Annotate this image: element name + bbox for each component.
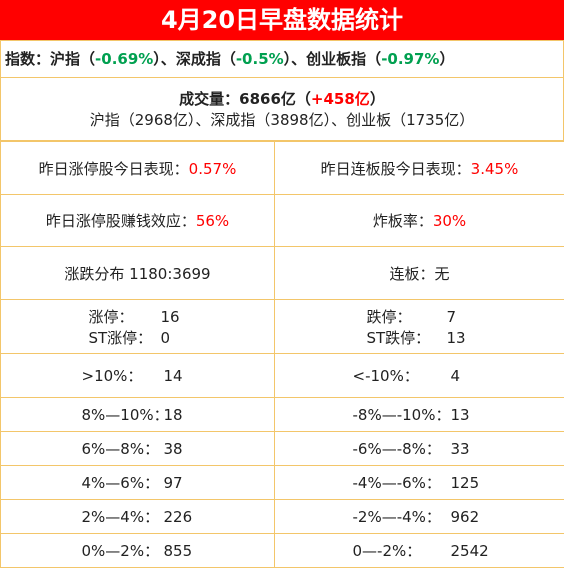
range-up-value: 14 — [164, 367, 194, 385]
sh-index-value: -0.69% — [95, 50, 153, 68]
table-row: 涨停：16 ST涨停：0 跌停：7 ST跌停：13 — [1, 300, 564, 354]
range-down-label: 0—-2%： — [353, 540, 451, 561]
range-up-cell: >10%：14 — [1, 354, 275, 398]
indices-prefix: 指数： — [5, 50, 50, 68]
table-row: 4%—6%：97 -4%—-6%：125 — [1, 466, 564, 500]
money-effect-value: 56% — [196, 212, 229, 230]
table-row: 8%—10%：18 -8%—-10%：13 — [1, 398, 564, 432]
table-row: 昨日涨停股赚钱效应：56% 炸板率：30% — [1, 195, 564, 247]
cy-index-value: -0.97% — [381, 50, 439, 68]
st-limit-down: ST跌停：13 — [275, 327, 564, 348]
volume-breakdown: 沪指（2968亿）、深成指（3898亿）、创业板（1735亿） — [1, 109, 563, 131]
range-down-label: -6%—-8%： — [353, 438, 451, 459]
table-row: >10%：14 <-10%：4 — [1, 354, 564, 398]
page-title: 4月20日早盘数据统计 — [0, 0, 564, 40]
range-down-cell: -6%—-8%：33 — [275, 432, 564, 466]
money-effect: 昨日涨停股赚钱效应：56% — [1, 195, 275, 247]
sz-index-close: ）、 — [284, 50, 307, 68]
stats-table: 昨日涨停股今日表现：0.57% 昨日连板股今日表现：3.45% 昨日涨停股赚钱效… — [0, 141, 564, 568]
volume-change: +458亿 — [311, 90, 370, 108]
consecutive-performance-label: 昨日连板股今日表现： — [321, 160, 471, 178]
range-up-value: 226 — [164, 508, 194, 526]
range-up-value: 38 — [164, 440, 194, 458]
broken-rate: 炸板率：30% — [275, 195, 564, 247]
distribution: 涨跌分布 1180:3699 — [1, 247, 275, 300]
st-limit-down-value: 13 — [447, 329, 473, 347]
st-limit-up-label: ST涨停： — [89, 327, 161, 348]
report: 4月20日早盘数据统计 指数：沪指（-0.69%）、深成指（-0.5%）、创业板… — [0, 0, 564, 553]
range-down-cell: <-10%：4 — [275, 354, 564, 398]
money-effect-label: 昨日涨停股赚钱效应： — [46, 212, 196, 230]
range-down-cell: -8%—-10%：13 — [275, 398, 564, 432]
limit-down-cell: 跌停：7 ST跌停：13 — [275, 300, 564, 354]
range-down-cell: -2%—-4%：962 — [275, 500, 564, 534]
sh-index-close: ）、 — [153, 50, 176, 68]
range-up-value: 18 — [164, 406, 194, 424]
limit-up-value: 16 — [161, 308, 187, 326]
volume-line: 成交量：6866亿（+458亿） — [1, 89, 563, 109]
limit-up-label: 涨停： — [89, 306, 161, 327]
range-up-label: 4%—6%： — [82, 472, 164, 493]
range-up-cell: 4%—6%：97 — [1, 466, 275, 500]
st-limit-up-value: 0 — [161, 329, 187, 347]
table-row: 6%—8%：38 -6%—-8%：33 — [1, 432, 564, 466]
range-up-label: 2%—4%： — [82, 506, 164, 527]
range-down-label: -4%—-6%： — [353, 472, 451, 493]
consecutive-boards: 连板：无 — [275, 247, 564, 300]
indices-row: 指数：沪指（-0.69%）、深成指（-0.5%）、创业板指（-0.97%） — [0, 40, 564, 78]
limit-down: 跌停：7 — [275, 306, 564, 327]
range-down-label: <-10%： — [353, 365, 451, 386]
range-down-cell: -4%—-6%：125 — [275, 466, 564, 500]
limit-down-value: 7 — [447, 308, 473, 326]
limit-up-performance-label: 昨日涨停股今日表现： — [39, 160, 189, 178]
range-down-label: -8%—-10%： — [353, 404, 451, 425]
broken-rate-label: 炸板率： — [373, 212, 433, 230]
range-up-label: 8%—10%： — [82, 404, 164, 425]
consecutive-performance-value: 3.45% — [471, 160, 519, 178]
volume-label: 成交量：6866亿（ — [179, 90, 311, 108]
table-row: 0%—2%：855 0—-2%：2542 — [1, 534, 564, 568]
volume-block: 成交量：6866亿（+458亿） 沪指（2968亿）、深成指（3898亿）、创业… — [0, 78, 564, 141]
range-down-value: 125 — [451, 474, 487, 492]
range-up-cell: 0%—2%：855 — [1, 534, 275, 568]
sz-index-label: 深成指（ — [176, 50, 236, 68]
range-up-value: 855 — [164, 542, 194, 560]
table-row: 昨日涨停股今日表现：0.57% 昨日连板股今日表现：3.45% — [1, 142, 564, 195]
range-down-value: 962 — [451, 508, 487, 526]
range-up-cell: 8%—10%：18 — [1, 398, 275, 432]
range-down-cell: 0—-2%：2542 — [275, 534, 564, 568]
range-up-cell: 6%—8%：38 — [1, 432, 275, 466]
limit-down-label: 跌停： — [367, 306, 447, 327]
sz-index-value: -0.5% — [236, 50, 284, 68]
limit-up: 涨停：16 — [1, 306, 274, 327]
st-limit-up: ST涨停：0 — [1, 327, 274, 348]
range-down-value: 4 — [451, 367, 487, 385]
range-down-label: -2%—-4%： — [353, 506, 451, 527]
st-limit-down-label: ST跌停： — [367, 327, 447, 348]
limit-up-performance-value: 0.57% — [189, 160, 237, 178]
table-row: 涨跌分布 1180:3699 连板：无 — [1, 247, 564, 300]
range-down-value: 2542 — [451, 542, 487, 560]
cy-index-label: 创业板指（ — [306, 50, 381, 68]
consecutive-performance: 昨日连板股今日表现：3.45% — [275, 142, 564, 195]
volume-close: ） — [370, 90, 385, 108]
sh-index-label: 沪指（ — [50, 50, 95, 68]
cy-index-close: ） — [439, 50, 454, 68]
range-up-cell: 2%—4%：226 — [1, 500, 275, 534]
range-up-value: 97 — [164, 474, 194, 492]
broken-rate-value: 30% — [433, 212, 466, 230]
range-up-label: 6%—8%： — [82, 438, 164, 459]
limit-up-cell: 涨停：16 ST涨停：0 — [1, 300, 275, 354]
limit-up-performance: 昨日涨停股今日表现：0.57% — [1, 142, 275, 195]
range-down-value: 33 — [451, 440, 487, 458]
range-up-label: 0%—2%： — [82, 540, 164, 561]
range-down-value: 13 — [451, 406, 487, 424]
table-row: 2%—4%：226 -2%—-4%：962 — [1, 500, 564, 534]
range-up-label: >10%： — [82, 365, 164, 386]
